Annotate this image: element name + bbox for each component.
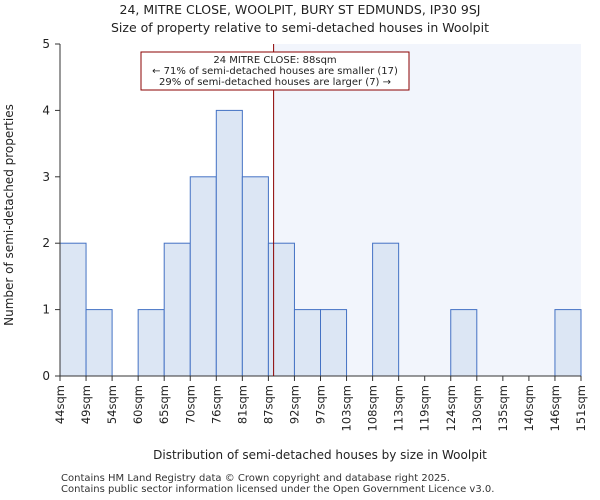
bar-76sqm — [215, 109, 243, 377]
x-axis-label: Distribution of semi-detached houses by … — [153, 448, 487, 462]
y-tick-label: 5 — [42, 37, 50, 51]
chart: 0 1 2 3 4 5 44sqm 49sqm 54sqm 60sqm 65sqm 70sqm 76s… — [2, 37, 588, 462]
annotation-box — [140, 51, 410, 91]
x-tick-label: 135sqm — [496, 385, 510, 431]
y-tick-label: 3 — [42, 170, 50, 184]
y-tick-label: 4 — [42, 103, 50, 117]
x-tick-label: 65sqm — [157, 385, 171, 424]
x-tick-label: 81sqm — [235, 385, 249, 424]
bar-49sqm — [85, 309, 113, 377]
bar-124sqm — [450, 309, 478, 377]
y-tick-label: 0 — [42, 369, 50, 383]
y-axis-label: Number of semi-detached properties — [2, 104, 16, 326]
bar-146sqm — [554, 309, 582, 377]
x-tick-label: 76sqm — [209, 385, 223, 424]
annotation-larger: 29% of semi-detached houses are larger (… — [159, 77, 391, 88]
bar-108sqm — [372, 242, 400, 377]
bar-70sqm — [189, 176, 217, 377]
x-tick-label: 151sqm — [574, 385, 588, 431]
bar-65sqm — [163, 242, 191, 377]
footer-copyright: Contains HM Land Registry data © Crown c… — [61, 473, 450, 484]
x-tick-label: 130sqm — [470, 385, 484, 431]
bar-92sqm — [293, 309, 322, 377]
x-tick-label: 54sqm — [105, 385, 119, 424]
bar-60sqm — [137, 309, 165, 377]
x-tick-label: 49sqm — [79, 385, 93, 424]
x-tick-label: 44sqm — [53, 385, 67, 424]
footer-licence: Contains public sector information licen… — [61, 484, 495, 495]
x-tick-label: 140sqm — [522, 385, 536, 431]
x-tick-label: 113sqm — [392, 385, 406, 431]
x-tick-label: 70sqm — [183, 385, 197, 424]
x-tick-label: 103sqm — [340, 385, 354, 431]
x-tick-label: 60sqm — [131, 385, 145, 424]
bar-44sqm — [59, 242, 87, 377]
bar-81sqm — [241, 176, 269, 377]
x-tick-label: 87sqm — [261, 385, 275, 424]
chart-subtitle: Size of property relative to semi-detach… — [111, 20, 489, 35]
bar-87sqm — [267, 242, 295, 377]
y-tick-label: 1 — [42, 303, 50, 317]
y-tick-label: 2 — [42, 236, 50, 250]
x-tick-label: 119sqm — [418, 385, 432, 431]
bar-97sqm — [320, 309, 348, 377]
annotation-title: 24 MITRE CLOSE: 88sqm — [213, 55, 336, 66]
x-tick-label: 108sqm — [366, 385, 380, 431]
x-tick-label: 97sqm — [314, 385, 328, 424]
x-tick-label: 92sqm — [287, 385, 301, 424]
annotation-smaller: ← 71% of semi-detached houses are smalle… — [152, 66, 398, 77]
x-tick-label: 124sqm — [444, 385, 458, 431]
x-tick-label: 146sqm — [548, 385, 562, 431]
chart-title: 24, MITRE CLOSE, WOOLPIT, BURY ST EDMUND… — [119, 2, 481, 17]
